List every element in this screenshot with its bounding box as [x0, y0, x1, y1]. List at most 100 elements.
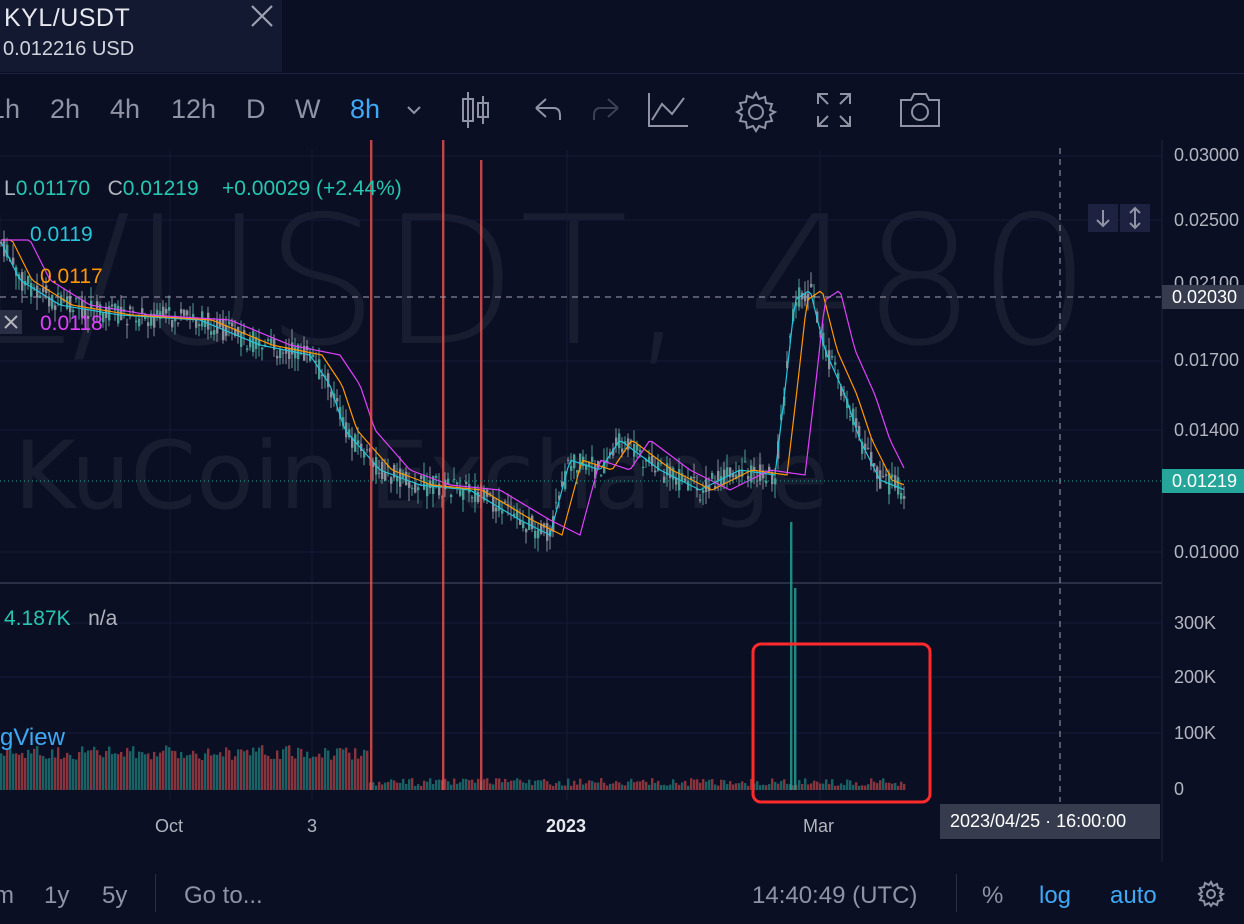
candle-body [540, 523, 543, 534]
symbol-tab[interactable]: KYL/USDT 0.012216 USD [0, 0, 282, 72]
volume-bar [348, 752, 351, 790]
volume-bar [684, 780, 687, 790]
range-item-1y[interactable]: 1y [44, 882, 70, 909]
volume-bar [300, 749, 303, 790]
volume-bar [603, 782, 606, 790]
candle-body [537, 529, 540, 539]
candle-body [279, 349, 282, 359]
candle-body [597, 460, 600, 469]
volume-bar [12, 753, 15, 790]
volume-bar [648, 784, 651, 790]
timeframe-4h[interactable]: 4h [110, 94, 141, 124]
gear-icon[interactable] [1197, 880, 1225, 908]
log-toggle[interactable]: log [1039, 882, 1072, 909]
volume-label-2: 200K [1174, 667, 1217, 687]
volume-bar [405, 783, 408, 790]
volume-bar [423, 780, 426, 790]
volume-spike [790, 522, 793, 790]
volume-bar [468, 780, 471, 790]
candle-body [606, 459, 609, 463]
volume-bar [0, 753, 3, 790]
volume-spike [480, 160, 483, 790]
volume-bar [690, 778, 693, 790]
undo-icon[interactable] [532, 90, 564, 130]
timeframe-1h[interactable]: 1h [0, 94, 21, 124]
volume-bar [225, 747, 228, 790]
candle-body [135, 320, 138, 323]
volume-bar [3, 755, 6, 790]
volume-bar [390, 779, 393, 790]
timeframe-8h[interactable]: 8h [350, 94, 381, 124]
candle-body [312, 354, 315, 358]
volume-bar [309, 758, 312, 790]
candle-body [426, 482, 429, 497]
camera-icon[interactable] [897, 90, 943, 130]
settings-icon[interactable] [734, 90, 778, 134]
volume-label-1: 300K [1174, 613, 1217, 633]
moving-average-line [0, 241, 905, 536]
candle-body [516, 509, 519, 518]
candle-body [18, 274, 21, 280]
candle-body [639, 449, 642, 453]
volume-bar [111, 753, 114, 790]
compare-icon[interactable] [646, 90, 690, 130]
volume-bar [51, 749, 54, 790]
moving-average-line [1, 239, 905, 536]
volume-bar [36, 746, 39, 790]
candle-body [648, 456, 651, 463]
timeframe-2h[interactable]: 2h [50, 94, 81, 124]
volume-bar [114, 753, 117, 790]
top-divider [0, 73, 1244, 74]
redo-icon[interactable] [590, 90, 622, 130]
close-icon[interactable] [248, 2, 276, 30]
timeframe-d[interactable]: D [246, 94, 266, 124]
volume-bar [411, 778, 414, 790]
volume-bar [396, 782, 399, 790]
candle-body [156, 309, 159, 317]
volume-bar [663, 784, 666, 790]
volume-bar [594, 782, 597, 790]
volume-bar [60, 759, 63, 790]
crosshair-price-tag: 0.02030 [1162, 285, 1244, 309]
utc-clock[interactable]: 14:40:49 (UTC) [752, 882, 918, 909]
watermark-symbol: L/USDT, 480 [0, 178, 1094, 385]
volume-bar [399, 782, 402, 790]
tradingview-logo[interactable]: gView [0, 724, 65, 751]
volume-bar [711, 779, 714, 790]
volume-bar [834, 785, 837, 790]
volume-bar [345, 747, 348, 790]
candle-body [594, 465, 597, 479]
candle-body [42, 288, 45, 293]
volume-bar [483, 779, 486, 790]
range-item-m[interactable]: m [0, 882, 14, 909]
candle-body [465, 481, 468, 484]
volume-bar [24, 757, 27, 790]
volume-bar [774, 781, 777, 790]
volume-bar [381, 784, 384, 790]
volume-bar [72, 758, 75, 790]
volume-bar [510, 780, 513, 790]
candle-body [93, 316, 96, 318]
candle-body [384, 472, 387, 481]
grid [0, 150, 1162, 800]
chart-canvas[interactable] [0, 140, 1244, 862]
timeframe-w[interactable]: W [295, 94, 321, 124]
percent-toggle[interactable]: % [982, 882, 1004, 909]
candle-body [519, 519, 522, 525]
chevron-down-icon[interactable] [404, 100, 424, 120]
fullscreen-icon[interactable] [814, 90, 854, 130]
candle-body [654, 470, 657, 473]
candle-body [246, 348, 249, 350]
volume-bar [294, 758, 297, 790]
price-label-4: 0.01700 [1174, 350, 1240, 370]
timeframe-12h[interactable]: 12h [171, 94, 217, 124]
auto-toggle[interactable]: auto [1110, 882, 1157, 909]
volume-bar [108, 746, 111, 790]
candle-body [33, 287, 36, 289]
range-item-5y[interactable]: 5y [102, 882, 128, 909]
goto-button[interactable]: Go to... [184, 882, 263, 909]
symbol-price: 0.012216 USD [3, 38, 135, 60]
candle-body [147, 322, 150, 327]
candles-icon[interactable] [458, 90, 492, 130]
volume-bar [891, 783, 894, 790]
